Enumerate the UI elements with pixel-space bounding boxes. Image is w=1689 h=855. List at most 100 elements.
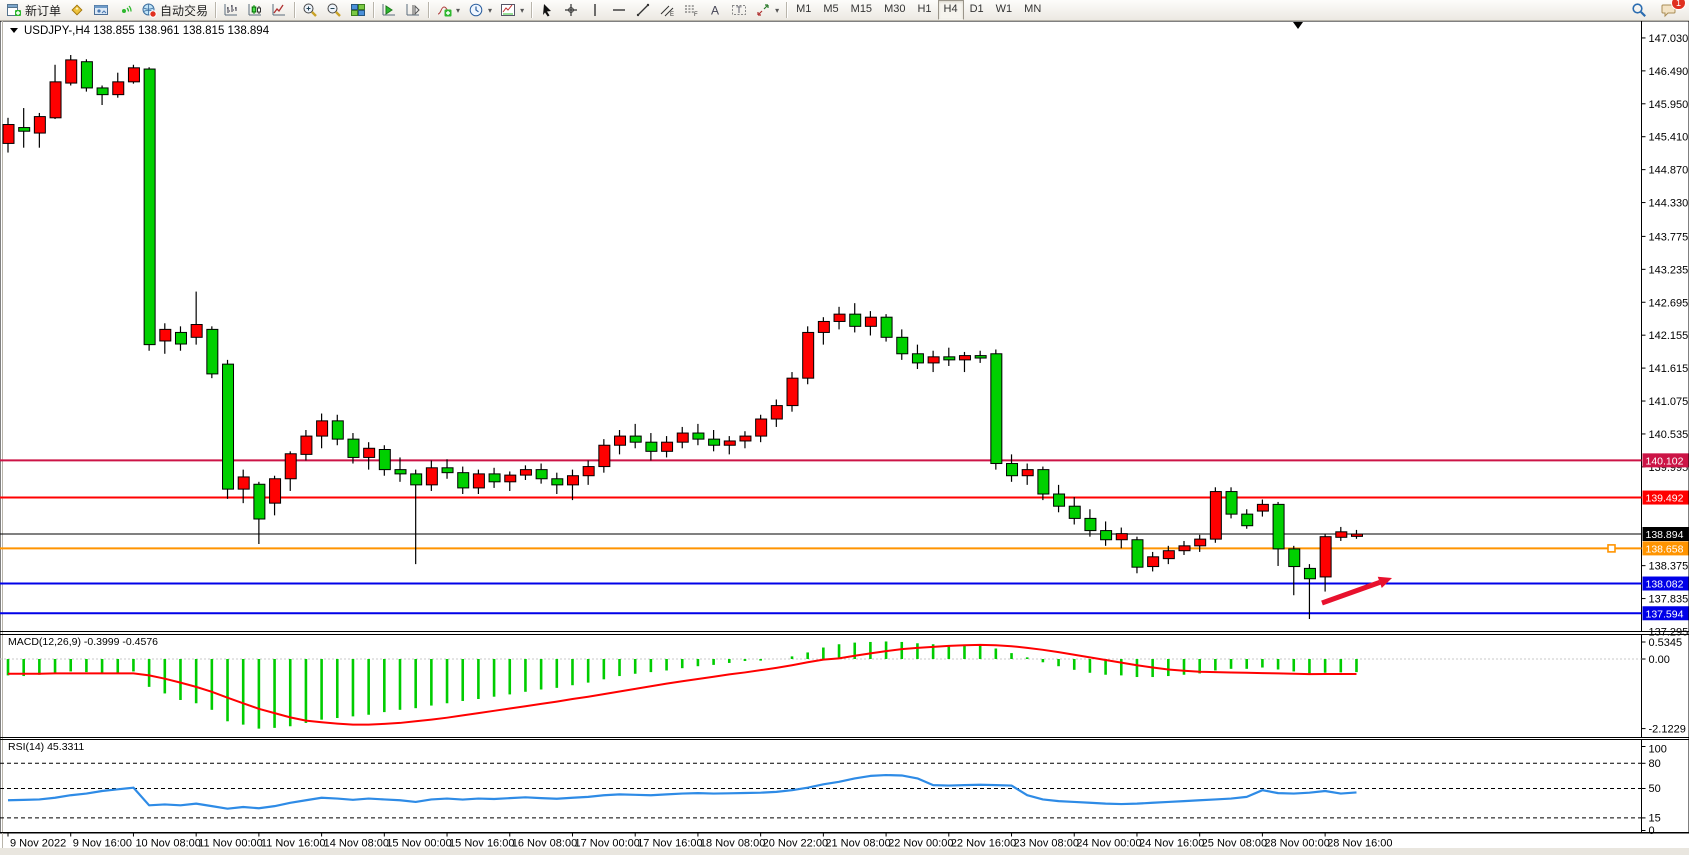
toolbar: 新订单 自动交易 ▾ ▾ ▾ E F A T ▾ M1 M5 M15 M30 H1 H4 D1 W1 MN 1 <box>0 0 1689 21</box>
toolbar-separator <box>215 2 217 18</box>
svg-text:0: 0 <box>1649 825 1655 837</box>
svg-text:17 Nov 16:00: 17 Nov 16:00 <box>637 838 702 850</box>
svg-text:F: F <box>694 12 698 18</box>
auto-scroll-icon <box>381 2 397 18</box>
svg-text:21 Nov 08:00: 21 Nov 08:00 <box>825 838 890 850</box>
svg-text:9 Nov 16:00: 9 Nov 16:00 <box>73 838 132 850</box>
svg-text:138.082: 138.082 <box>1646 579 1684 591</box>
text-label-button[interactable]: T <box>727 0 751 21</box>
profiles-button[interactable] <box>65 0 89 21</box>
new-order-button-label: 新订单 <box>25 3 62 18</box>
crosshair-icon <box>563 2 579 18</box>
macd-label: MACD(12,26,9) -0.3999 -0.4576 <box>8 636 158 648</box>
svg-text:50: 50 <box>1649 783 1661 795</box>
price-chart[interactable]: 147.030 146.490 145.950 145.410 144.870 144.3… <box>0 20 1689 855</box>
search-button[interactable] <box>1627 0 1651 21</box>
svg-text:141.075: 141.075 <box>1649 396 1689 408</box>
svg-text:142.155: 142.155 <box>1649 330 1689 342</box>
zoom-in-button[interactable] <box>298 0 322 21</box>
zoom-out-button[interactable] <box>322 0 346 21</box>
svg-text:-2.1229: -2.1229 <box>1649 724 1686 736</box>
svg-text:22 Nov 00:00: 22 Nov 00:00 <box>888 838 953 850</box>
line-chart-button[interactable] <box>267 0 291 21</box>
cursor-button[interactable] <box>535 0 559 21</box>
svg-text:80: 80 <box>1649 758 1661 770</box>
bar-chart-button[interactable] <box>219 0 243 21</box>
auto-scroll-button[interactable] <box>377 0 401 21</box>
indicators-button[interactable]: ▾ <box>432 0 464 21</box>
chart-shift-marker <box>1293 22 1303 29</box>
notification-badge: 1 <box>1670 0 1686 10</box>
text-a-icon: A <box>707 2 723 18</box>
trendline-icon <box>635 2 651 18</box>
svg-text:22 Nov 16:00: 22 Nov 16:00 <box>951 838 1016 850</box>
autotrading-button[interactable]: 自动交易 <box>137 0 212 21</box>
channel-button[interactable]: E <box>655 0 679 21</box>
text-button[interactable]: A <box>703 0 727 21</box>
price-level-badge <box>1642 576 1689 591</box>
chart-frame <box>0 20 1689 855</box>
svg-text:137.835: 137.835 <box>1649 594 1689 606</box>
svg-text:25 Nov 08:00: 25 Nov 08:00 <box>1202 838 1267 850</box>
fibonacci-icon: F <box>683 2 699 18</box>
community-button[interactable]: 1 <box>1657 0 1686 21</box>
timeframe-m1-button[interactable]: M1 <box>796 3 812 15</box>
chart-window[interactable]: 147.030 146.490 145.950 145.410 144.870 144.3… <box>0 20 1689 855</box>
timeframe-h4-button[interactable]: H4 <box>937 0 964 20</box>
svg-text:140.102: 140.102 <box>1646 455 1684 467</box>
svg-text:24 Nov 00:00: 24 Nov 00:00 <box>1076 838 1141 850</box>
chart-title: USDJPY-,H4 138.855 138.961 138.815 138.8… <box>24 25 270 37</box>
svg-text:15 Nov 16:00: 15 Nov 16:00 <box>449 838 514 850</box>
chevron-down-icon: ▾ <box>520 5 525 15</box>
timeframe-h1-button[interactable]: H1 <box>917 3 932 15</box>
timeframe-mn-button[interactable]: MN <box>1024 3 1042 15</box>
search-icon <box>1631 2 1647 18</box>
fibonacci-button[interactable]: F <box>679 0 703 21</box>
hline-button[interactable] <box>607 0 631 21</box>
trend-arrow-annotation <box>1321 576 1392 606</box>
svg-text:17 Nov 00:00: 17 Nov 00:00 <box>574 838 639 850</box>
chart-shift-button[interactable] <box>401 0 425 21</box>
svg-text:10 Nov 08:00: 10 Nov 08:00 <box>135 838 200 850</box>
svg-text:137.594: 137.594 <box>1646 608 1684 620</box>
timeframe-m5-button[interactable]: M5 <box>823 3 839 15</box>
trendline-button[interactable] <box>631 0 655 21</box>
svg-text:145.410: 145.410 <box>1649 132 1689 144</box>
hline-icon <box>611 2 627 18</box>
timeframe-m15-button[interactable]: M15 <box>850 3 873 15</box>
rsi-panel: 100 80 50 150 RSI(14) 45.3311 <box>0 739 1689 837</box>
svg-text:0.00: 0.00 <box>1649 654 1670 666</box>
templates-button[interactable]: ▾ <box>496 0 528 21</box>
svg-text:14 Nov 08:00: 14 Nov 08:00 <box>324 838 389 850</box>
price-level-badge <box>1642 490 1689 505</box>
rsi-line <box>7 773 1357 810</box>
market-watch-button[interactable] <box>89 0 113 21</box>
arrows-button[interactable]: ▾ <box>751 0 783 21</box>
gold-badge-icon <box>69 2 85 18</box>
candlestick-icon <box>247 2 263 18</box>
tile-windows-button[interactable] <box>346 0 370 21</box>
timeframe-m30-button[interactable]: M30 <box>884 3 906 15</box>
line-chart-icon <box>271 2 287 18</box>
periods-button[interactable]: ▾ <box>464 0 496 21</box>
indicators-icon <box>436 2 452 18</box>
signal-icon <box>117 2 133 18</box>
crosshair-button[interactable] <box>559 0 583 21</box>
toolbar-right-group: 1 <box>1627 0 1687 21</box>
svg-text:9 Nov 2022: 9 Nov 2022 <box>10 838 66 850</box>
new-order-button[interactable]: 新订单 <box>2 0 65 21</box>
svg-text:138.375: 138.375 <box>1649 561 1689 573</box>
timeframe-d1-button[interactable]: D1 <box>969 3 984 15</box>
timeframe-w1-button[interactable]: W1 <box>995 3 1013 15</box>
tile-windows-icon <box>350 2 366 18</box>
svg-text:28 Nov 00:00: 28 Nov 00:00 <box>1264 838 1329 850</box>
price-level-badge <box>1642 453 1689 468</box>
zoom-out-icon <box>326 2 342 18</box>
vline-button[interactable] <box>583 0 607 21</box>
signals-button[interactable] <box>113 0 137 21</box>
channel-icon: E <box>659 2 675 18</box>
arrows-icon <box>755 2 771 18</box>
svg-text:141.615: 141.615 <box>1649 363 1689 375</box>
candle-chart-button[interactable] <box>243 0 267 21</box>
